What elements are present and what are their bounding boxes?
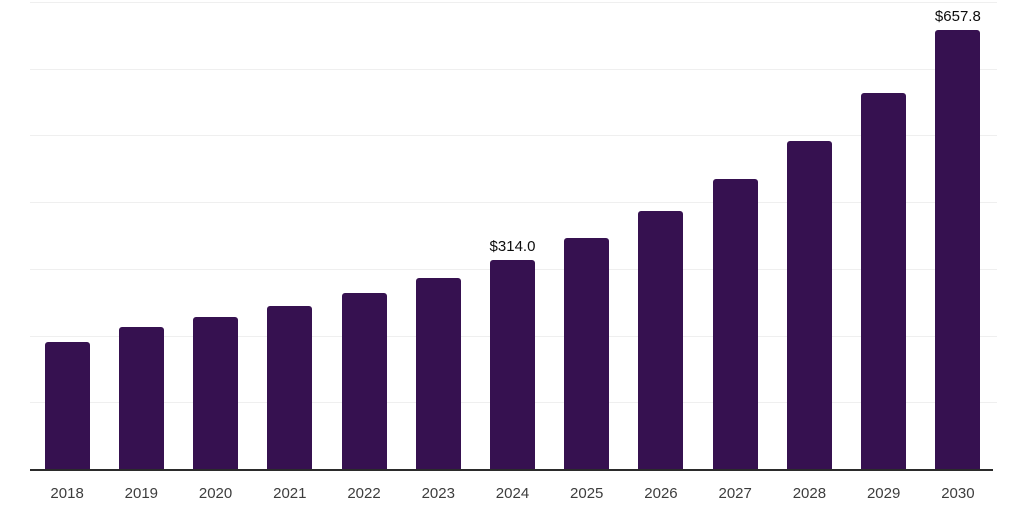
gridline xyxy=(30,202,997,204)
gridline xyxy=(30,135,997,137)
bar-2020 xyxy=(193,316,239,469)
x-tick-label-2029: 2029 xyxy=(866,485,901,502)
bar-2028 xyxy=(786,140,832,469)
bar-2022 xyxy=(341,292,387,469)
x-tick-label-2026: 2026 xyxy=(644,485,678,502)
x-tick-label-2019: 2019 xyxy=(124,485,159,502)
x-tick-label-2024: 2024 xyxy=(495,485,530,502)
bar-2030 xyxy=(935,30,981,469)
bar-2027 xyxy=(712,179,758,469)
gridline xyxy=(30,68,997,70)
bar-2024 xyxy=(490,259,535,469)
data-label-2030: $657.8 xyxy=(934,8,981,26)
x-tick-label-2028: 2028 xyxy=(792,485,827,502)
bar-2025 xyxy=(564,237,610,469)
x-tick-label-2023: 2023 xyxy=(421,485,455,502)
bar-2019 xyxy=(118,326,164,469)
x-tick-label-2018: 2018 xyxy=(50,485,84,502)
x-axis-line xyxy=(30,469,993,471)
x-tick-label-2027: 2027 xyxy=(718,485,752,502)
x-tick-label-2025: 2025 xyxy=(570,485,604,502)
gridline xyxy=(30,2,997,3)
x-tick-label-2021: 2021 xyxy=(273,485,307,502)
x-tick-label-2030: 2030 xyxy=(941,485,975,502)
x-tick-label-2022: 2022 xyxy=(347,485,381,502)
bar-2026 xyxy=(638,211,684,469)
bar-2029 xyxy=(861,92,907,469)
x-tick-label-2020: 2020 xyxy=(198,485,233,502)
bar-2018 xyxy=(44,341,90,469)
bar-2023 xyxy=(415,278,461,469)
data-label-2024: $314.0 xyxy=(489,237,536,255)
bar-2021 xyxy=(267,306,313,469)
